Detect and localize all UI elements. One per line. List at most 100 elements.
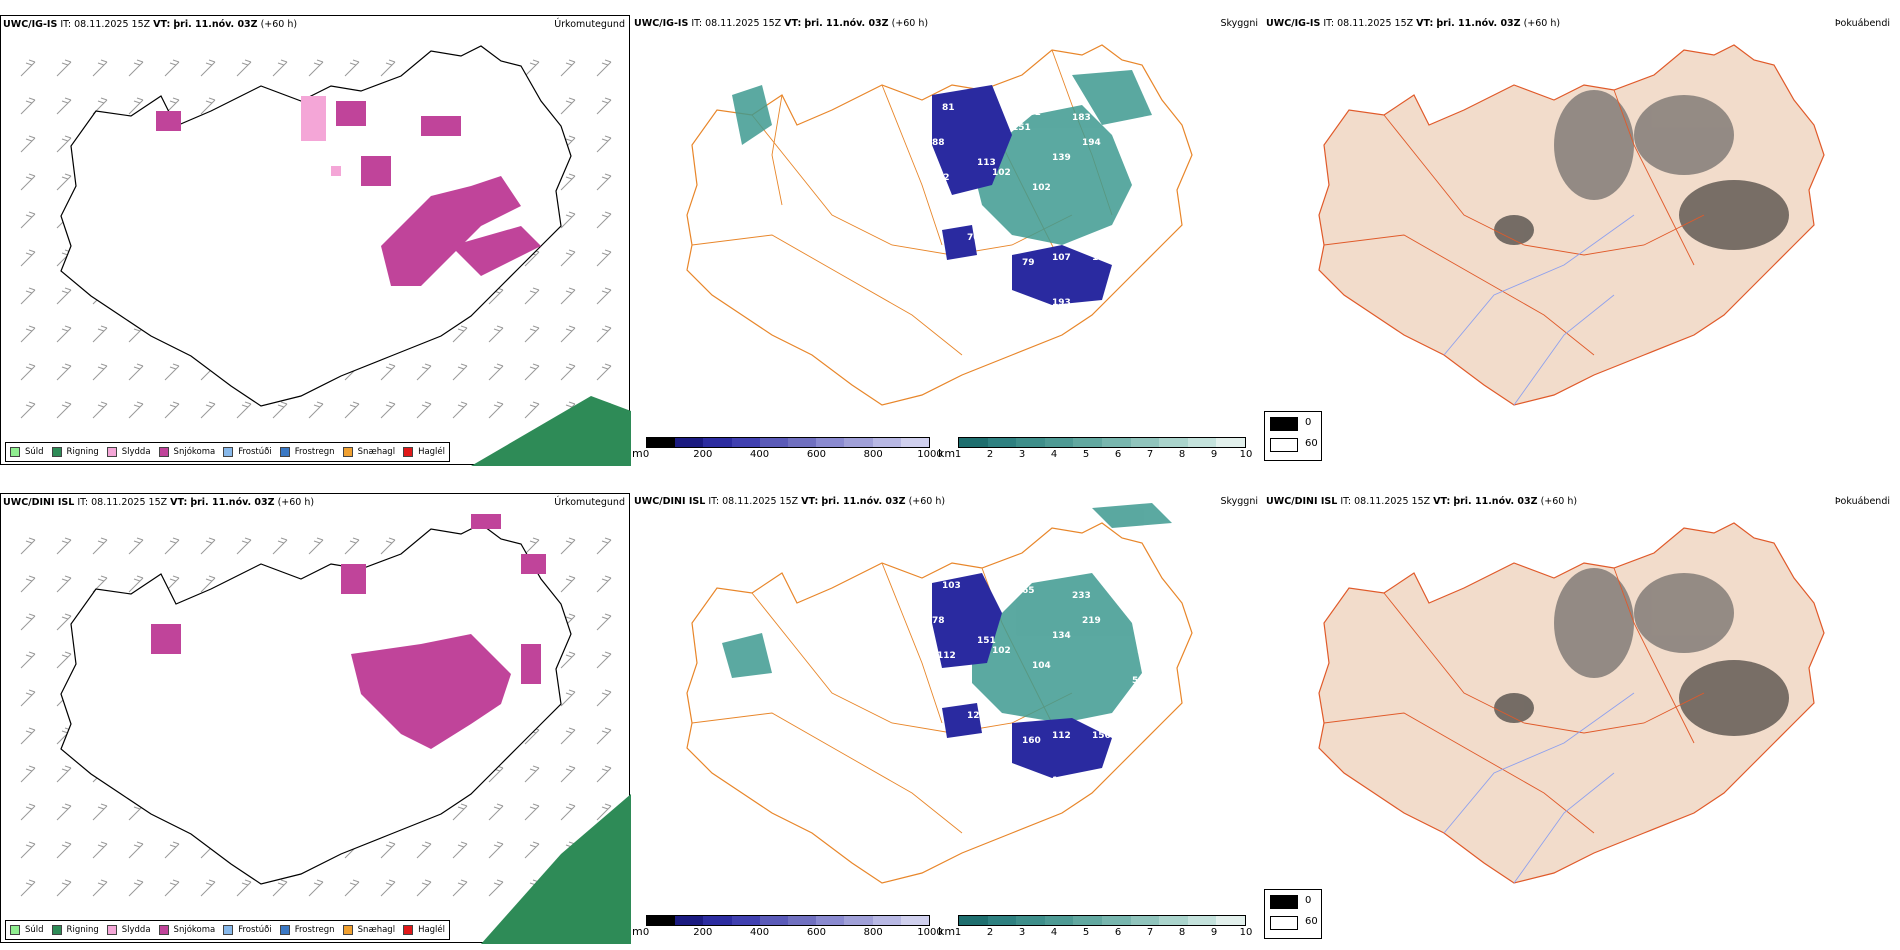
colorbar-cell: [900, 438, 930, 447]
colorbar-tick: 800: [863, 449, 883, 460]
wind-barb: [20, 537, 36, 555]
wind-barb: [416, 363, 432, 381]
cloud-base-bar: [646, 437, 930, 448]
visibility-bar: [958, 915, 1246, 926]
wind-barb: [560, 59, 576, 77]
wind-barb: [272, 537, 288, 555]
wind-barb: [92, 879, 108, 897]
wind-barb: [452, 401, 468, 419]
colorbar-cell: [788, 438, 817, 447]
cloud-base-label: 156: [1092, 731, 1111, 741]
colorbar-cell: [1044, 438, 1074, 447]
wind-barb: [20, 211, 36, 229]
swatch-sleet: [106, 447, 117, 457]
wind-barb: [128, 537, 144, 555]
swatch-drizzle: [10, 447, 20, 457]
wind-barb: [488, 401, 504, 419]
colorbar-tick: 5: [1082, 927, 1090, 938]
colorbar-tick: 9: [1210, 449, 1218, 460]
wind-barb: [524, 401, 540, 419]
wind-barb: [596, 173, 612, 191]
cloud-base-label: 507: [1132, 676, 1151, 686]
wind-barb: [236, 879, 252, 897]
wind-barb: [560, 803, 576, 821]
wind-barb: [416, 841, 432, 859]
legend-item: Haglél: [403, 447, 445, 457]
colorbar-tick: 400: [750, 449, 770, 460]
wind-barb: [452, 803, 468, 821]
wind-barb: [20, 401, 36, 419]
header-top-cloud: UWC/IG-IS IT: 08.11.2025 15Z VT: þri. 11…: [634, 18, 929, 29]
road-network: [1323, 89, 1705, 356]
wind-barb: [524, 325, 540, 343]
wind-barb: [20, 287, 36, 305]
wind-barb: [380, 401, 396, 419]
colorbar-tick: 1000: [917, 927, 943, 938]
colorbar-cell: [987, 438, 1017, 447]
wind-barb: [596, 135, 612, 153]
wind-barb: [596, 651, 612, 669]
wind-barb: [452, 363, 468, 381]
wind-barb: [488, 879, 504, 897]
cloud-base-ticks: 0 200 400 600 800 1000: [643, 448, 943, 460]
wind-barb: [560, 537, 576, 555]
low-visibility-areas: [722, 503, 1172, 723]
wind-barb: [92, 401, 108, 419]
cloud-base-label: 153: [1132, 198, 1151, 208]
colorbar-tick: 200: [693, 449, 713, 460]
cloud-base-label: 102: [992, 168, 1011, 178]
wind-barb: [524, 363, 540, 381]
header-top-fog: UWC/IG-IS IT: 08.11.2025 15Z VT: þri. 11…: [1266, 18, 1561, 29]
colorbar-cell: [872, 438, 901, 447]
colorbar-cell: [1187, 438, 1217, 447]
wind-barb: [128, 841, 144, 859]
colorbar-tick: 7: [1146, 449, 1154, 460]
wind-barb: [596, 363, 612, 381]
wind-barb: [380, 841, 396, 859]
wind-barb: [524, 841, 540, 859]
colorbar-tick: 0: [642, 927, 650, 938]
colorbar-cell: [844, 438, 873, 447]
swatch-freezing-rain: [279, 447, 290, 457]
legend-item: Snæhagl: [342, 925, 395, 935]
cloud-base-label: 66: [942, 696, 955, 706]
wind-barb: [560, 575, 576, 593]
wind-barb: [560, 325, 576, 343]
low-visibility-areas: [732, 70, 1152, 245]
wind-barb: [200, 537, 216, 555]
colorbar-cell: [900, 916, 930, 925]
colorbar-cell: [647, 916, 676, 925]
wind-barb: [236, 537, 252, 555]
wind-barb: [344, 59, 360, 77]
legend-item: Snjókoma: [158, 447, 215, 457]
cloud-base-label: 119: [987, 253, 1006, 263]
wind-barb: [56, 97, 72, 115]
wind-barb: [20, 613, 36, 631]
colorbar-tick: 1000: [917, 449, 943, 460]
colorbar-tick: 4: [1050, 449, 1058, 460]
precip-legend-top: Súld Rigning Slydda Snjókoma Frostúði Fr…: [5, 442, 451, 462]
colorbar-cell: [731, 916, 760, 925]
cloud-base-label: 104: [1032, 661, 1051, 671]
wind-barb: [92, 803, 108, 821]
cloud-base-label: 102: [992, 646, 1011, 656]
colorbar-tick: 1: [954, 927, 962, 938]
header-bottom-cloud: UWC/DINI ISL IT: 08.11.2025 15Z VT: þri.…: [634, 496, 946, 507]
colorbar-tick: 8: [1178, 927, 1186, 938]
visibility-ticks: 1 2 3 4 5 6 7 8 9 10: [954, 926, 1253, 938]
cloud-base-label: 88: [932, 138, 945, 148]
colorbar-tick: 600: [806, 449, 826, 460]
wind-barb: [20, 575, 36, 593]
wind-barb: [452, 325, 468, 343]
colorbar-tick: 4: [1050, 927, 1058, 938]
wind-barb: [20, 689, 36, 707]
fog-shading: [1494, 90, 1789, 250]
cloud-base-label: 134: [1052, 631, 1071, 641]
colorbar-cell: [675, 438, 704, 447]
cloud-base-label: 607: [1137, 168, 1156, 178]
colorbar-cell: [1159, 438, 1188, 447]
wind-barb: [20, 727, 36, 745]
cloud-base-label: 151: [977, 636, 996, 646]
colorbar-tick: 2: [986, 449, 994, 460]
wind-barb: [20, 765, 36, 783]
